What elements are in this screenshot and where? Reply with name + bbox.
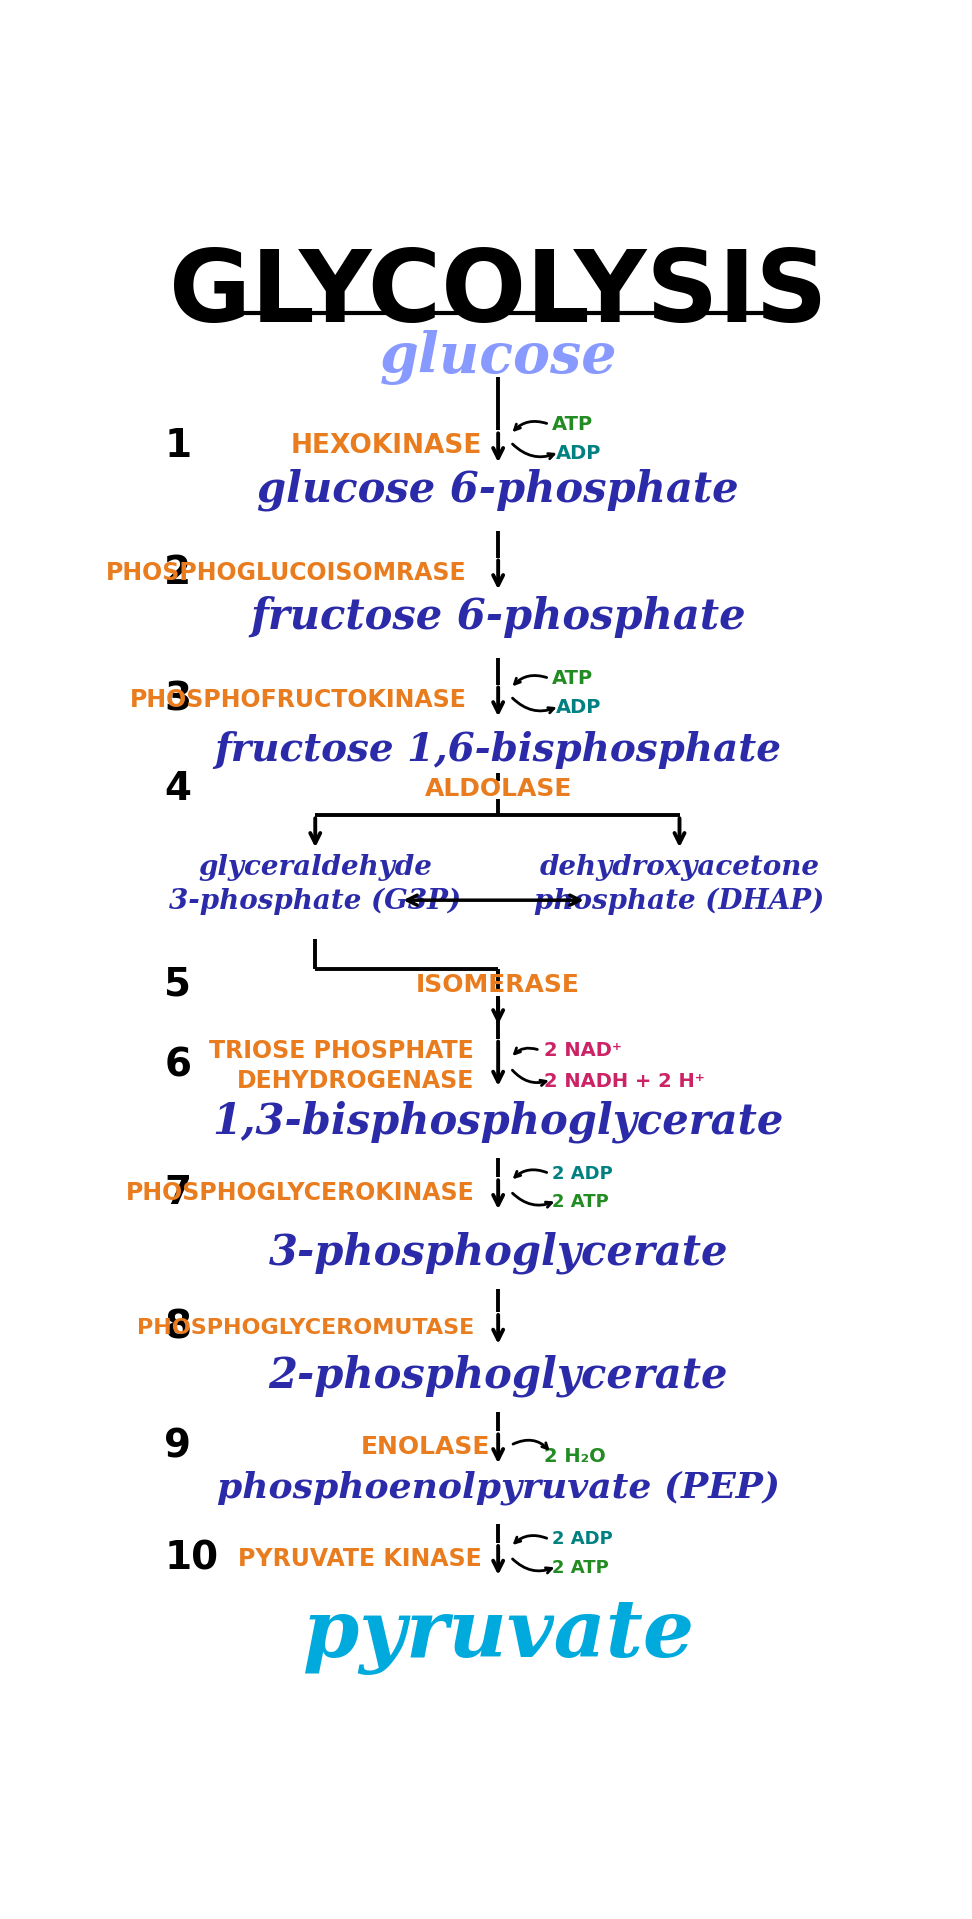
Text: phosphoenolpyruvate (PEP): phosphoenolpyruvate (PEP) [217, 1470, 780, 1504]
Text: ENOLASE: ENOLASE [361, 1435, 490, 1458]
Text: glyceraldehyde
3-phosphate (G3P): glyceraldehyde 3-phosphate (G3P) [169, 854, 462, 915]
Text: ISOMERASE: ISOMERASE [416, 973, 580, 996]
Text: PHOSPHOGLYCEROMUTASE: PHOSPHOGLYCEROMUTASE [137, 1318, 474, 1338]
Text: 2 ADP: 2 ADP [552, 1529, 612, 1549]
Text: ADP: ADP [556, 443, 601, 462]
Text: HEXOKINASE: HEXOKINASE [291, 434, 482, 459]
Text: fructose 1,6-bisphosphate: fructose 1,6-bisphosphate [215, 731, 781, 770]
Text: 2 H₂O: 2 H₂O [544, 1447, 606, 1466]
Text: 2 ADP: 2 ADP [552, 1165, 612, 1182]
Text: PHOSPHOGLYCEROKINASE: PHOSPHOGLYCEROKINASE [125, 1180, 474, 1205]
Text: 2 ATP: 2 ATP [552, 1558, 608, 1577]
Text: glucose 6-phosphate: glucose 6-phosphate [258, 468, 739, 512]
Text: 1: 1 [164, 426, 191, 464]
Text: 6: 6 [164, 1046, 191, 1084]
Text: dehydroxyacetone
phosphate (DHAP): dehydroxyacetone phosphate (DHAP) [535, 854, 824, 915]
Text: glucose: glucose [379, 330, 617, 386]
Text: PHOSPHOGLUCOISOMRASE: PHOSPHOGLUCOISOMRASE [106, 560, 467, 585]
Text: 7: 7 [164, 1174, 191, 1211]
Text: 8: 8 [164, 1309, 191, 1347]
Text: ALDOLASE: ALDOLASE [425, 777, 572, 800]
Text: pyruvate: pyruvate [302, 1597, 694, 1675]
Text: 1,3-bisphosphoglycerate: 1,3-bisphosphoglycerate [213, 1100, 783, 1144]
Text: 4: 4 [164, 770, 191, 808]
Text: fructose 6-phosphate: fructose 6-phosphate [251, 597, 746, 637]
Text: 3-phosphoglycerate: 3-phosphoglycerate [268, 1232, 728, 1274]
Text: TRIOSE PHOSPHATE
DEHYDROGENASE: TRIOSE PHOSPHATE DEHYDROGENASE [209, 1038, 474, 1092]
Text: 2: 2 [164, 555, 191, 591]
Text: 3: 3 [164, 681, 191, 720]
Text: PHOSPHOFRUCTOKINASE: PHOSPHOFRUCTOKINASE [129, 689, 467, 712]
Text: 2 NADH + 2 H⁺: 2 NADH + 2 H⁺ [544, 1071, 705, 1090]
Text: GLYCOLYSIS: GLYCOLYSIS [169, 246, 827, 344]
Text: 5: 5 [164, 965, 191, 1004]
Text: 9: 9 [164, 1428, 191, 1466]
Text: ATP: ATP [552, 415, 593, 434]
Text: 2 NAD⁺: 2 NAD⁺ [544, 1040, 622, 1059]
Text: ATP: ATP [552, 670, 593, 687]
Text: 2-phosphoglycerate: 2-phosphoglycerate [268, 1355, 728, 1397]
Text: 10: 10 [164, 1539, 219, 1577]
Text: 2 ATP: 2 ATP [552, 1194, 608, 1211]
Text: ADP: ADP [556, 699, 601, 718]
Text: PYRUVATE KINASE: PYRUVATE KINASE [238, 1547, 482, 1570]
